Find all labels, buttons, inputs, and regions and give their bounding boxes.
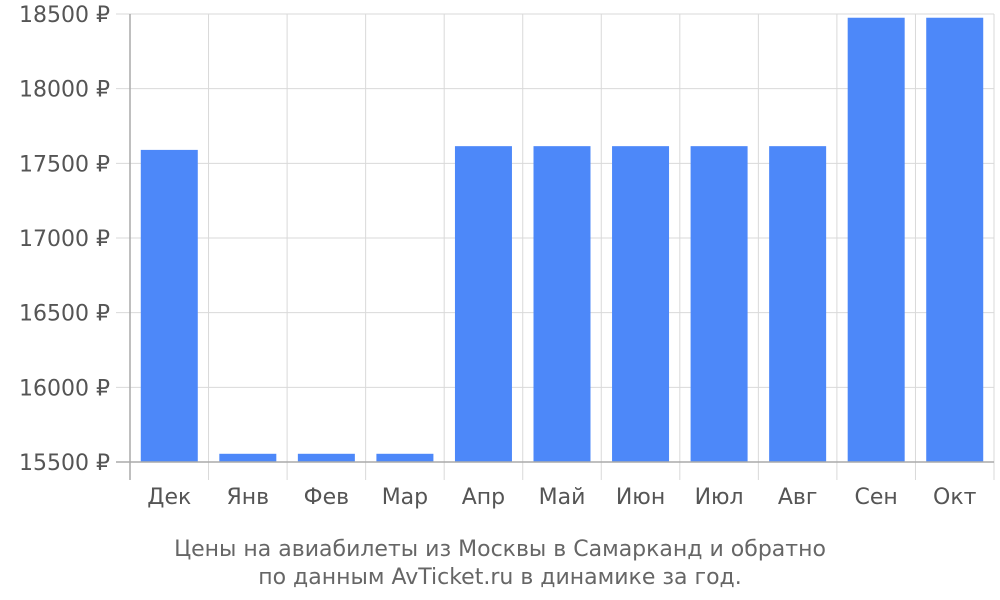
x-tick-label: Мар	[382, 485, 428, 510]
x-tick-labels: Дек Янв Фев Мар Апр Май Июн Июл Авг Сен Окт	[147, 485, 976, 510]
y-tick-label: 18000 ₽	[19, 78, 110, 103]
x-tick-label: Фев	[304, 485, 349, 510]
bar-Июл	[690, 146, 748, 462]
x-tick-label: Дек	[147, 485, 191, 510]
x-tick-label: Окт	[933, 485, 977, 510]
bar-Фев	[297, 453, 355, 462]
bar-Янв	[219, 453, 277, 462]
y-tick-label: 16000 ₽	[19, 376, 110, 401]
bar-Июн	[612, 146, 670, 462]
x-tick-label: Июл	[695, 485, 744, 510]
x-tick-label: Июн	[616, 485, 665, 510]
axes	[116, 14, 994, 480]
chart-caption-line-2: по данным AvTicket.ru в динамике за год.	[258, 565, 742, 590]
y-tick-label: 17500 ₽	[19, 152, 110, 177]
bar-Сен	[847, 17, 905, 462]
x-tick-label: Авг	[778, 485, 818, 510]
bar-Дек	[140, 149, 198, 463]
x-tick-label: Сен	[855, 485, 898, 510]
y-tick-label: 18500 ₽	[19, 3, 110, 28]
y-tick-label: 16500 ₽	[19, 302, 110, 327]
chart-caption-line-1: Цены на авиабилеты из Москвы в Самарканд…	[174, 537, 826, 562]
y-tick-label: 17000 ₽	[19, 227, 110, 252]
x-tick-label: Янв	[226, 485, 269, 510]
x-tick-label: Май	[539, 485, 586, 510]
y-tick-label: 15500 ₽	[19, 451, 110, 476]
bars	[140, 17, 984, 463]
bar-Апр	[454, 146, 512, 462]
y-tick-labels: 15500 ₽ 16000 ₽ 16500 ₽ 17000 ₽ 17500 ₽ 18000…	[19, 3, 110, 476]
bar-Мар	[376, 453, 434, 462]
bar-Авг	[769, 146, 827, 462]
bar-Май	[533, 146, 591, 462]
x-tick-label: Апр	[462, 485, 505, 510]
bar-Окт	[926, 17, 984, 462]
